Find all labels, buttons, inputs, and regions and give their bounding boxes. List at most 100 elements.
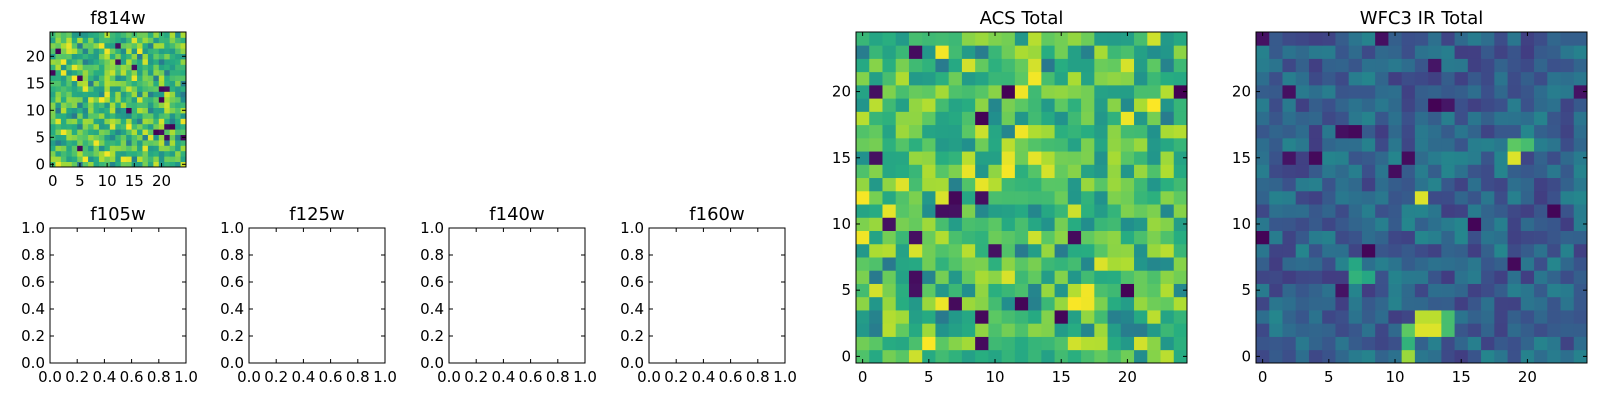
heatmap-cell [1401, 151, 1416, 165]
heatmap-cell [1295, 45, 1310, 59]
heatmap-cell [869, 84, 883, 99]
heatmap-cell [1120, 151, 1135, 165]
heatmap-cell [1014, 98, 1029, 112]
heatmap-cell [856, 151, 870, 165]
heatmap-cell [175, 96, 181, 103]
heatmap-cell [1414, 230, 1429, 245]
heatmap-cell [147, 37, 154, 44]
heatmap-cell [60, 53, 67, 60]
heatmap-cell [1094, 204, 1108, 218]
heatmap-cell [1282, 283, 1297, 298]
heatmap-cell [922, 296, 936, 311]
heatmap-cell [1454, 204, 1469, 218]
heatmap-cell [935, 98, 950, 112]
heatmap-cell [961, 32, 976, 46]
heatmap-cell [50, 113, 56, 119]
heatmap-cell [55, 161, 62, 168]
heatmap-cell [1269, 137, 1283, 152]
heatmap-cell [1107, 151, 1122, 165]
heatmap-cell [50, 86, 56, 92]
heatmap-cell [1454, 177, 1469, 192]
heatmap-cell [131, 140, 138, 146]
heatmap-cell [55, 80, 62, 87]
heatmap-cell [1041, 32, 1055, 46]
heatmap-cell [147, 145, 154, 152]
heatmap-cell [55, 134, 62, 141]
heatmap-cell [1081, 336, 1095, 351]
heatmap-cell [88, 107, 94, 114]
heatmap-cell [1428, 58, 1442, 73]
heatmap-cell [120, 123, 127, 130]
heatmap-cell [1014, 58, 1029, 73]
heatmap-cell [109, 86, 116, 92]
heatmap-cell [1348, 310, 1363, 324]
heatmap-cell [109, 123, 116, 130]
heatmap-cell [948, 84, 963, 99]
heatmap-cell [1134, 270, 1148, 284]
heatmap-cell [1573, 137, 1588, 152]
heatmap-cell [856, 349, 870, 364]
heatmap-cell [1067, 270, 1082, 284]
heatmap-cell [98, 113, 105, 119]
heatmap-cell [1160, 124, 1175, 139]
heatmap-cell [1295, 349, 1310, 364]
heatmap-cell [1147, 296, 1161, 311]
heatmap-cell [1295, 84, 1310, 99]
heatmap-cell [164, 129, 171, 135]
heatmap-cell [1256, 310, 1270, 324]
heatmap-cell [137, 91, 143, 98]
heatmap-cell [98, 129, 105, 135]
heatmap-cell [1388, 296, 1403, 311]
x-tick-label: 5 [75, 172, 85, 190]
heatmap-cell [935, 164, 950, 179]
heatmap-cell [1160, 137, 1175, 152]
heatmap-cell [1107, 323, 1122, 337]
heatmap-cell [1467, 349, 1482, 364]
heatmap-cell [66, 150, 73, 157]
heatmap-cell [1573, 217, 1588, 231]
heatmap-cell [82, 37, 89, 44]
heatmap-cell [137, 80, 143, 87]
heatmap-cell [1120, 137, 1135, 152]
heatmap-cell [1494, 137, 1508, 152]
heatmap-cell [1547, 32, 1561, 46]
heatmap-cell [175, 145, 181, 152]
subplot-title: f160w [689, 204, 744, 225]
heatmap-cell [1134, 257, 1148, 271]
y-tick-label: 0.0 [420, 354, 444, 372]
heatmap-cell [1573, 111, 1588, 126]
heatmap-cell [1520, 204, 1535, 218]
heatmap-cell [1547, 270, 1561, 284]
heatmap-cell [1256, 71, 1270, 86]
heatmap-cell [948, 124, 963, 139]
heatmap-cell [1401, 58, 1416, 73]
heatmap-cell [935, 124, 950, 139]
heatmap-cell [1322, 217, 1336, 231]
heatmap-cell [142, 86, 149, 92]
heatmap-cell [1173, 71, 1188, 86]
heatmap-cell [1147, 84, 1161, 99]
heatmap-cell [104, 118, 111, 125]
heatmap-cell [1573, 336, 1588, 351]
heatmap-cell [1560, 71, 1575, 86]
heatmap-cell [153, 37, 160, 44]
heatmap-cell [948, 243, 963, 258]
heatmap-cell [1560, 283, 1575, 298]
heatmap-cell [882, 45, 897, 59]
heatmap-cell [1120, 58, 1135, 73]
heatmap-cell [1028, 243, 1042, 258]
heatmap-cell [1454, 151, 1469, 165]
heatmap-cell [104, 123, 111, 130]
heatmap-cell [1507, 111, 1522, 126]
heatmap-cell [115, 69, 122, 76]
heatmap-cell [1494, 217, 1508, 231]
heatmap-cell [55, 75, 62, 81]
heatmap-cell [1041, 296, 1055, 311]
heatmap-cell [71, 32, 78, 38]
heatmap-cell [120, 86, 127, 92]
x-tick-label: 0.4 [92, 368, 116, 386]
heatmap-cell [908, 243, 923, 258]
heatmap-cell [908, 217, 923, 231]
heatmap-cell [1388, 32, 1403, 46]
